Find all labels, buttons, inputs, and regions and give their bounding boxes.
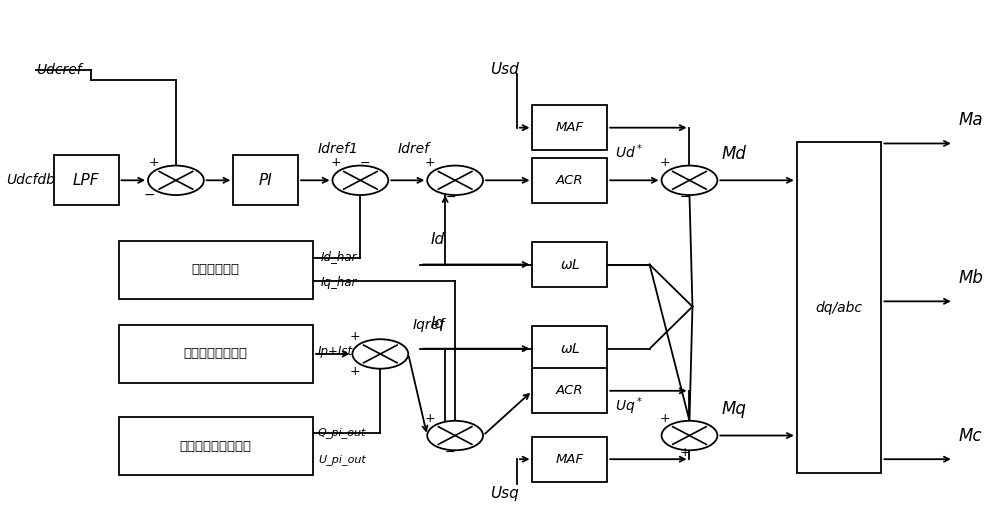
FancyBboxPatch shape [797, 142, 881, 473]
Text: $\omega L$: $\omega L$ [560, 342, 580, 355]
Text: $Uq^*$: $Uq^*$ [615, 396, 643, 417]
FancyBboxPatch shape [532, 368, 607, 413]
Text: −: − [143, 188, 155, 202]
Text: +: + [350, 365, 361, 378]
Text: −: − [446, 191, 456, 204]
Text: ACR: ACR [556, 384, 584, 397]
Text: +: + [659, 157, 670, 169]
Circle shape [352, 339, 408, 369]
Text: +: + [330, 157, 341, 169]
Text: Ma: Ma [959, 111, 983, 129]
Text: Mc: Mc [959, 426, 982, 444]
Text: Idref: Idref [398, 142, 430, 156]
FancyBboxPatch shape [532, 242, 607, 287]
Text: Iq_har: Iq_har [321, 277, 357, 289]
Text: dq/abc: dq/abc [816, 300, 863, 315]
Circle shape [332, 166, 388, 195]
Text: Q_pi_out: Q_pi_out [318, 427, 366, 439]
FancyBboxPatch shape [532, 437, 607, 481]
FancyBboxPatch shape [532, 326, 607, 371]
Circle shape [427, 166, 483, 195]
Text: 电压与平均无功控制: 电压与平均无功控制 [180, 440, 252, 452]
Text: Udcfdb: Udcfdb [6, 174, 55, 187]
Text: −: − [360, 157, 371, 169]
Text: Id_har: Id_har [321, 250, 357, 263]
Text: +: + [350, 330, 361, 343]
Text: Usq: Usq [490, 486, 519, 501]
Text: +: + [659, 412, 670, 425]
Text: $Ud^*$: $Ud^*$ [615, 142, 643, 161]
Text: −: − [679, 191, 690, 204]
Text: +: + [679, 446, 690, 459]
Text: Md: Md [721, 145, 746, 163]
Circle shape [662, 421, 717, 450]
Text: U_pi_out: U_pi_out [318, 454, 366, 464]
FancyBboxPatch shape [119, 241, 313, 299]
Text: MAF: MAF [556, 453, 584, 466]
Circle shape [662, 166, 717, 195]
Circle shape [427, 421, 483, 450]
Text: Iqref: Iqref [412, 318, 444, 332]
Text: Udcref: Udcref [36, 63, 82, 77]
FancyBboxPatch shape [119, 417, 313, 475]
FancyBboxPatch shape [532, 105, 607, 150]
Text: MAF: MAF [556, 121, 584, 134]
Text: +: + [425, 412, 436, 425]
Text: ACR: ACR [556, 174, 584, 187]
Text: Iq: Iq [430, 316, 444, 331]
FancyBboxPatch shape [532, 158, 607, 203]
FancyBboxPatch shape [119, 325, 313, 383]
Text: Ip+Ist: Ip+Ist [318, 345, 353, 358]
Text: Idref1: Idref1 [318, 142, 359, 156]
Text: +: + [425, 157, 436, 169]
FancyBboxPatch shape [54, 156, 119, 205]
Text: 有功比例微分控制: 有功比例微分控制 [184, 348, 248, 360]
Text: −: − [445, 446, 455, 459]
Text: Mb: Mb [959, 269, 984, 287]
Circle shape [148, 166, 204, 195]
Text: Id: Id [430, 232, 444, 247]
Text: LPF: LPF [73, 173, 99, 188]
Text: PI: PI [259, 173, 273, 188]
Text: 谐波电流检测: 谐波电流检测 [192, 263, 240, 276]
Text: $\omega L$: $\omega L$ [560, 258, 580, 271]
Text: Usd: Usd [490, 62, 519, 77]
FancyBboxPatch shape [233, 156, 298, 205]
Text: +: + [149, 157, 159, 169]
Text: Mq: Mq [721, 400, 746, 418]
